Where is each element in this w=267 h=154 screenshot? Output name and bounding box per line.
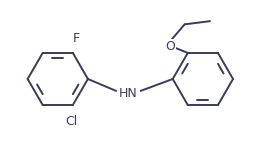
- Text: O: O: [166, 40, 175, 53]
- Text: Cl: Cl: [65, 115, 77, 128]
- Text: HN: HN: [119, 87, 137, 100]
- Text: F: F: [72, 32, 80, 45]
